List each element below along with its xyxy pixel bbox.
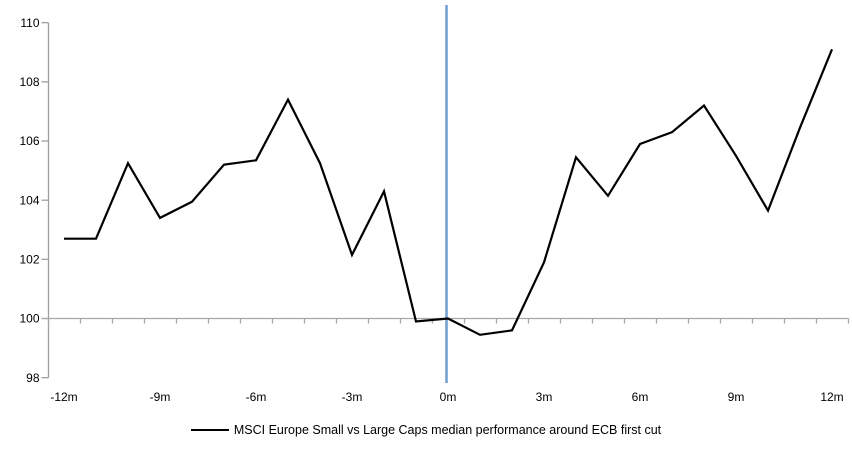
x-axis-tick-label: -3m — [342, 390, 363, 404]
y-axis-tick-label: 104 — [19, 193, 39, 207]
series-line — [64, 48, 834, 336]
x-axis-tick-label: -12m — [50, 390, 77, 404]
x-axis-tick-label: 3m — [536, 390, 553, 404]
x-axis-tick-label: 12m — [820, 390, 843, 404]
x-axis-tick-label: 0m — [440, 390, 457, 404]
y-axis-tick-label: 98 — [26, 371, 40, 385]
legend-line-marker — [190, 429, 229, 431]
x-axis-tick-label: 9m — [728, 390, 745, 404]
legend-label: MSCI Europe Small vs Large Caps median p… — [233, 423, 662, 437]
legend: MSCI Europe Small vs Large Caps median p… — [0, 420, 852, 440]
x-axis-tick-label: -9m — [150, 390, 171, 404]
x-axis-tick-label: -6m — [246, 390, 267, 404]
y-axis-tick-label: 108 — [19, 75, 39, 89]
x-axis-tick-label: 6m — [632, 390, 649, 404]
y-axis-tick-label: 100 — [19, 312, 39, 326]
y-axis-tick-label: 106 — [19, 134, 39, 148]
y-axis-tick-label: 110 — [20, 16, 39, 30]
y-axis-tick-label: 102 — [19, 253, 39, 267]
